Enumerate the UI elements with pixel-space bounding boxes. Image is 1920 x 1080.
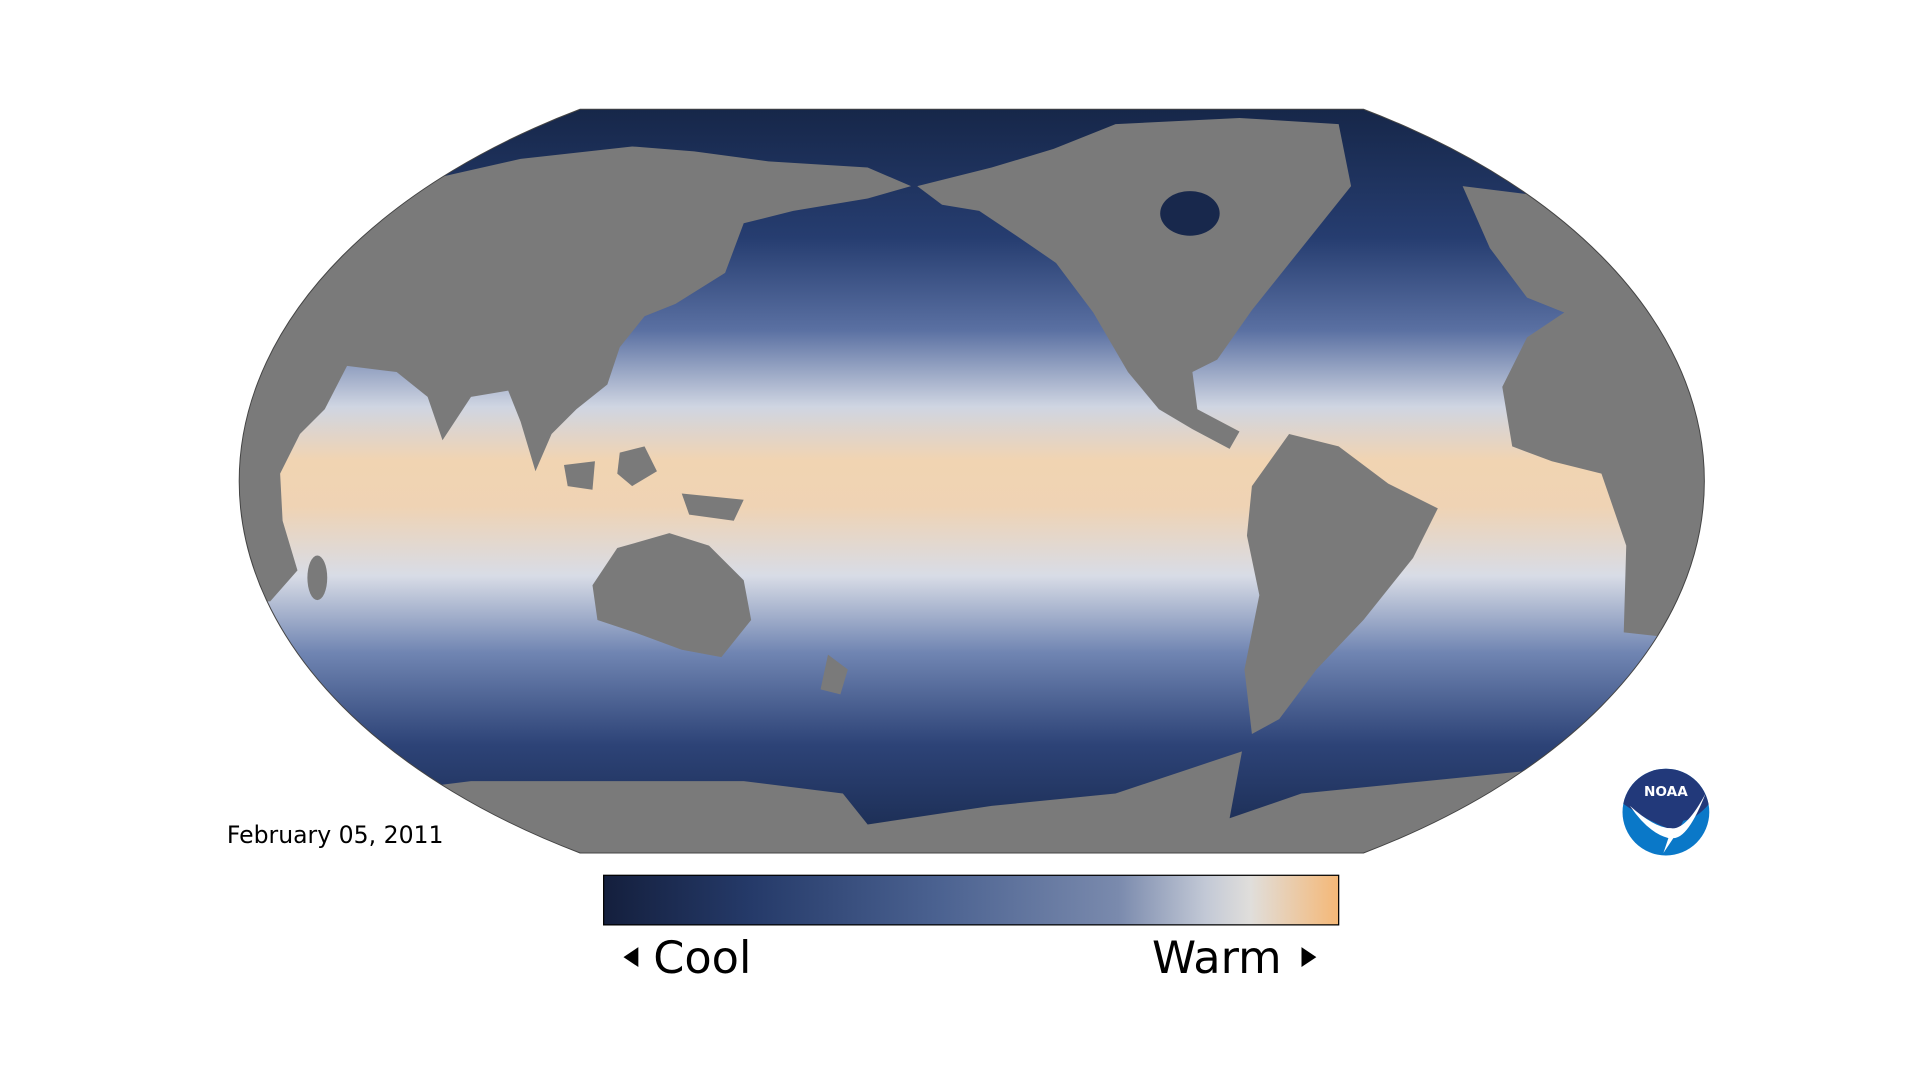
new-zealand [820, 654, 848, 695]
antarctica [371, 751, 1612, 853]
warm-label: Warm [1152, 932, 1282, 984]
triangle-left-icon [623, 947, 639, 968]
date-label: February 05, 2011 [227, 821, 444, 849]
australia [592, 533, 752, 658]
indonesia [563, 461, 595, 490]
land-masses [239, 117, 1705, 853]
map-outline [238, 108, 1705, 854]
north-america [917, 117, 1352, 449]
triangle-right-icon [1301, 947, 1317, 968]
new-guinea [681, 493, 744, 521]
world-map [239, 109, 1705, 853]
madagascar [307, 555, 328, 601]
noaa-logo: NOAA [1622, 768, 1710, 856]
eurasia-africa-west [239, 146, 912, 602]
hudson-bay [1160, 191, 1220, 236]
noaa-logo-text: NOAA [1644, 784, 1688, 800]
color-scale-bar [603, 874, 1340, 926]
south-america [1244, 434, 1438, 734]
cool-label: Cool [653, 932, 751, 984]
borneo-sulawesi [617, 446, 657, 487]
